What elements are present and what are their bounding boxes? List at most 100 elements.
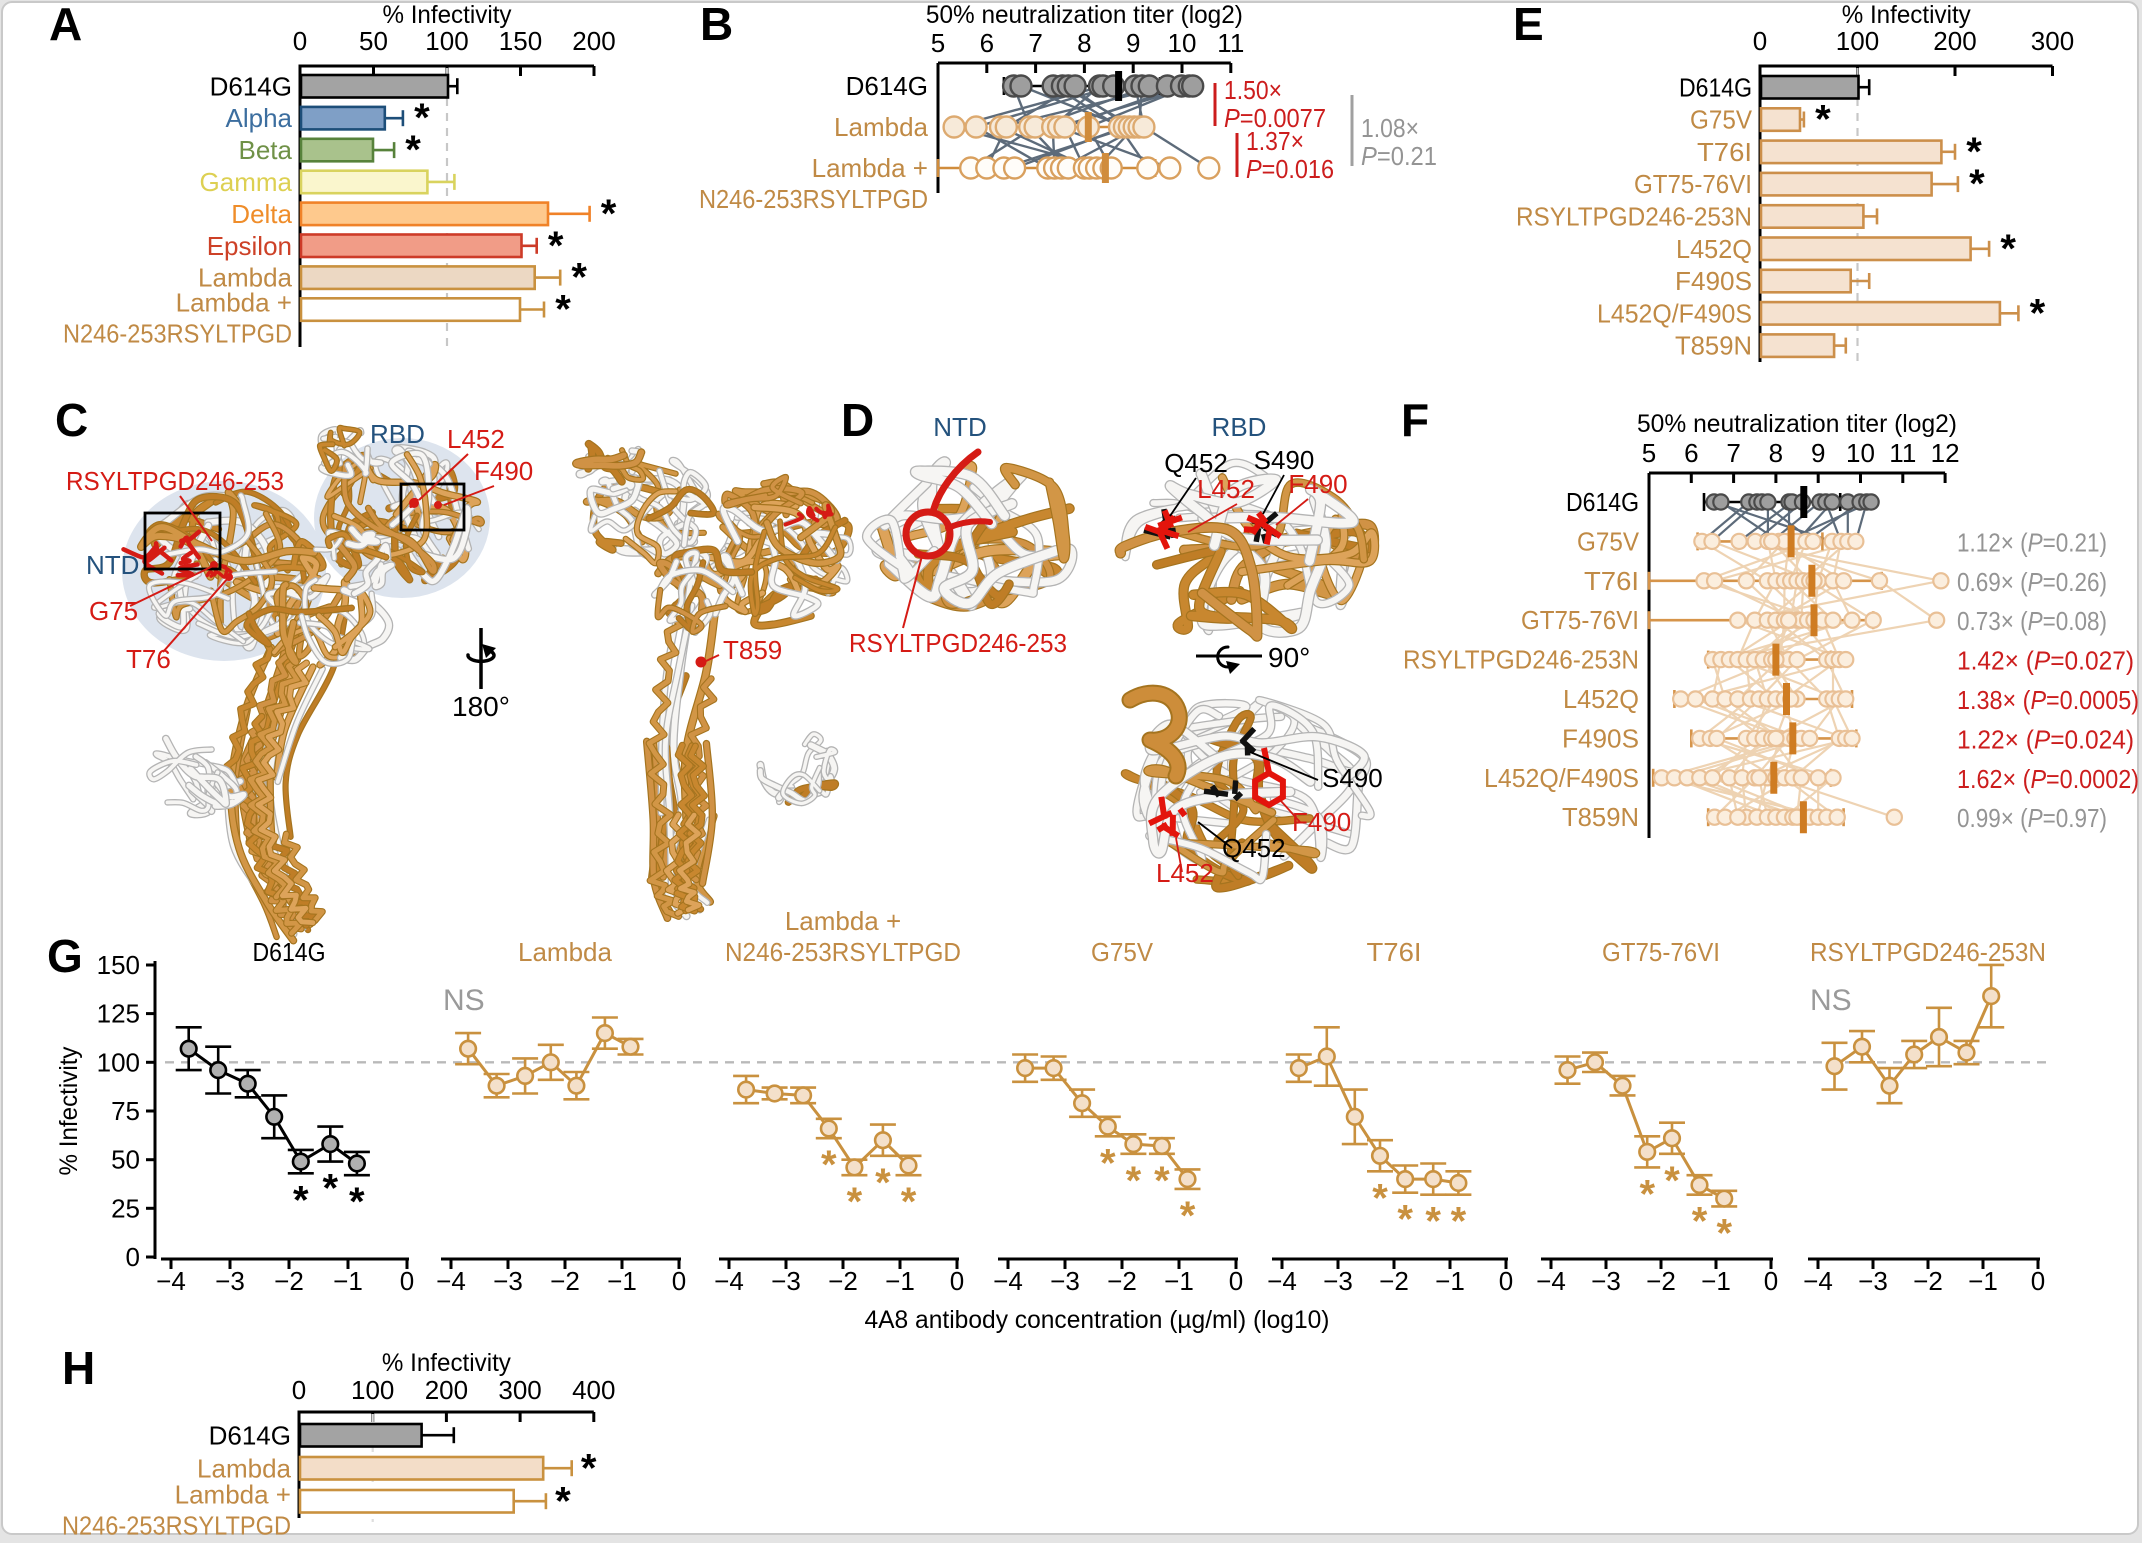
svg-text:D614G: D614G	[253, 937, 326, 967]
svg-text:RBD: RBD	[370, 419, 425, 449]
svg-text:−4: −4	[436, 1266, 466, 1296]
svg-text:N246-253RSYLTPGD: N246-253RSYLTPGD	[62, 1510, 291, 1540]
svg-text:0.69× (P=0.26): 0.69× (P=0.26)	[1957, 567, 2107, 597]
svg-text:F: F	[1401, 394, 1429, 446]
svg-text:−3: −3	[1858, 1266, 1888, 1296]
svg-text:−2: −2	[1646, 1266, 1676, 1296]
svg-text:−1: −1	[885, 1266, 915, 1296]
svg-text:% Infectivity: % Infectivity	[383, 1, 512, 29]
svg-text:*: *	[571, 256, 587, 300]
svg-text:GT75-76VI: GT75-76VI	[1521, 605, 1639, 635]
svg-text:L452: L452	[1156, 858, 1214, 888]
svg-text:*: *	[2000, 227, 2016, 271]
svg-text:−3: −3	[771, 1266, 801, 1296]
svg-text:*: *	[1969, 162, 1985, 206]
svg-text:RSYLTPGD246-253: RSYLTPGD246-253	[66, 466, 284, 496]
svg-text:*: *	[847, 1180, 863, 1224]
svg-text:0.99× (P=0.97): 0.99× (P=0.97)	[1957, 803, 2107, 833]
svg-text:L452: L452	[1197, 474, 1255, 504]
svg-text:*: *	[414, 96, 430, 140]
svg-text:0: 0	[2031, 1266, 2045, 1296]
svg-text:RSYLTPGD246-253N: RSYLTPGD246-253N	[1810, 937, 2046, 967]
svg-text:10: 10	[1846, 438, 1875, 468]
svg-text:−2: −2	[274, 1266, 304, 1296]
svg-text:Beta: Beta	[239, 135, 293, 165]
svg-text:T76I: T76I	[1697, 137, 1752, 167]
svg-text:−1: −1	[1701, 1266, 1731, 1296]
svg-text:0: 0	[672, 1266, 686, 1296]
svg-text:*: *	[1815, 98, 1831, 142]
svg-text:Lambda +: Lambda +	[176, 288, 292, 318]
svg-text:4A8 antibody concentration (µg: 4A8 antibody concentration (µg/ml) (log1…	[865, 1306, 1330, 1334]
svg-text:F490: F490	[1288, 469, 1347, 499]
svg-text:S490: S490	[1254, 445, 1315, 475]
svg-text:F490S: F490S	[1562, 723, 1639, 753]
svg-text:1.42× (P=0.027): 1.42× (P=0.027)	[1957, 646, 2134, 676]
svg-text:1.50×: 1.50×	[1224, 75, 1282, 105]
svg-text:200: 200	[1933, 26, 1976, 56]
svg-text:*: *	[323, 1167, 339, 1211]
svg-text:P=0.016: P=0.016	[1246, 154, 1334, 184]
svg-text:50% neutralization titer (log2: 50% neutralization titer (log2)	[926, 1, 1243, 29]
svg-text:1.12× (P=0.21): 1.12× (P=0.21)	[1957, 527, 2107, 557]
svg-text:90°: 90°	[1268, 642, 1310, 673]
svg-text:−3: −3	[1050, 1266, 1080, 1296]
svg-text:F490S: F490S	[1675, 266, 1752, 296]
svg-text:0: 0	[400, 1266, 414, 1296]
svg-text:L452Q/F490S: L452Q/F490S	[1597, 298, 1752, 328]
svg-text:B: B	[700, 0, 733, 50]
svg-text:*: *	[1692, 1200, 1708, 1244]
svg-text:−2: −2	[1379, 1266, 1409, 1296]
svg-text:L452Q/F490S: L452Q/F490S	[1484, 763, 1639, 793]
svg-text:Q452: Q452	[1164, 448, 1228, 478]
svg-text:RSYLTPGD246-253N: RSYLTPGD246-253N	[1403, 645, 1639, 675]
svg-text:Lambda +: Lambda +	[785, 906, 901, 936]
svg-text:N246-253RSYLTPGD: N246-253RSYLTPGD	[725, 937, 961, 967]
svg-text:T859N: T859N	[1675, 331, 1752, 361]
svg-text:1.22× (P=0.024): 1.22× (P=0.024)	[1957, 724, 2134, 754]
svg-text:−3: −3	[493, 1266, 523, 1296]
svg-text:NTD: NTD	[933, 412, 986, 442]
svg-text:11: 11	[1217, 28, 1244, 58]
svg-text:*: *	[1154, 1159, 1170, 1203]
svg-text:0: 0	[1499, 1266, 1513, 1296]
svg-text:−4: −4	[156, 1266, 186, 1296]
svg-text:D614G: D614G	[209, 1420, 291, 1450]
svg-text:*: *	[901, 1180, 917, 1224]
svg-text:−4: −4	[714, 1266, 744, 1296]
svg-text:NTD: NTD	[86, 550, 139, 580]
svg-text:*: *	[405, 128, 421, 172]
svg-text:L452Q: L452Q	[1676, 234, 1752, 264]
svg-text:% Infectivity: % Infectivity	[1842, 1, 1971, 29]
svg-text:Epsilon: Epsilon	[207, 231, 292, 261]
svg-text:−1: −1	[1435, 1266, 1465, 1296]
svg-text:0: 0	[292, 1375, 306, 1405]
svg-text:150: 150	[97, 950, 140, 980]
svg-text:*: *	[1966, 130, 1982, 174]
svg-text:C: C	[55, 394, 88, 446]
svg-text:*: *	[1639, 1172, 1655, 1216]
svg-text:6: 6	[1684, 438, 1698, 468]
svg-text:*: *	[1100, 1141, 1116, 1185]
svg-text:GT75-76VI: GT75-76VI	[1634, 169, 1752, 199]
svg-text:NS: NS	[443, 984, 485, 1017]
svg-text:*: *	[581, 1446, 597, 1490]
svg-text:50: 50	[111, 1145, 140, 1175]
svg-text:Lambda +: Lambda +	[175, 1479, 291, 1509]
svg-text:7: 7	[1028, 28, 1042, 58]
svg-text:Gamma: Gamma	[200, 167, 293, 197]
svg-text:0: 0	[1229, 1266, 1243, 1296]
svg-text:0: 0	[1764, 1266, 1778, 1296]
svg-text:*: *	[1397, 1198, 1413, 1242]
svg-text:*: *	[1126, 1159, 1142, 1203]
svg-text:H: H	[62, 1342, 95, 1394]
svg-text:7: 7	[1726, 438, 1740, 468]
svg-text:−3: −3	[1591, 1266, 1621, 1296]
svg-text:180°: 180°	[452, 691, 510, 722]
svg-text:−1: −1	[1164, 1266, 1194, 1296]
svg-text:1.38× (P=0.0005): 1.38× (P=0.0005)	[1957, 685, 2139, 715]
svg-text:*: *	[2030, 291, 2046, 335]
svg-text:P=0.21: P=0.21	[1361, 141, 1437, 171]
svg-text:G: G	[47, 930, 83, 982]
svg-text:9: 9	[1811, 438, 1825, 468]
